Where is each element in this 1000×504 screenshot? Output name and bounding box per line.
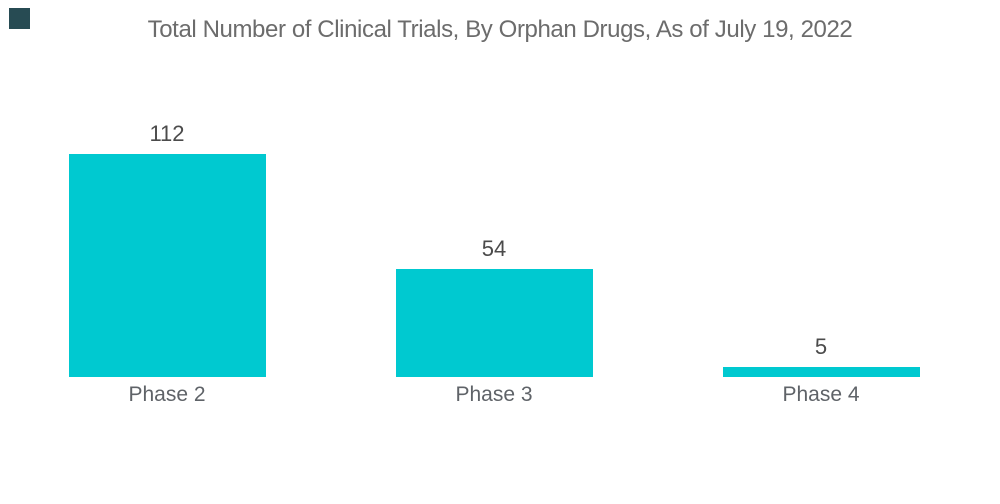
chart-title: Total Number of Clinical Trials, By Orph… — [147, 16, 853, 43]
category-label-phase-3: Phase 3 — [455, 383, 533, 406]
bar-phase-3 — [395, 269, 593, 377]
value-label-phase-4: 5 — [814, 334, 828, 359]
logo-mark — [9, 8, 30, 29]
value-label-phase-2: 112 — [149, 121, 185, 146]
bar-phase-2 — [68, 154, 266, 377]
value-label-phase-3: 54 — [481, 236, 507, 261]
category-label-phase-2: Phase 2 — [128, 383, 206, 406]
category-label-phase-4: Phase 4 — [782, 383, 860, 406]
bar-phase-4 — [722, 367, 920, 377]
